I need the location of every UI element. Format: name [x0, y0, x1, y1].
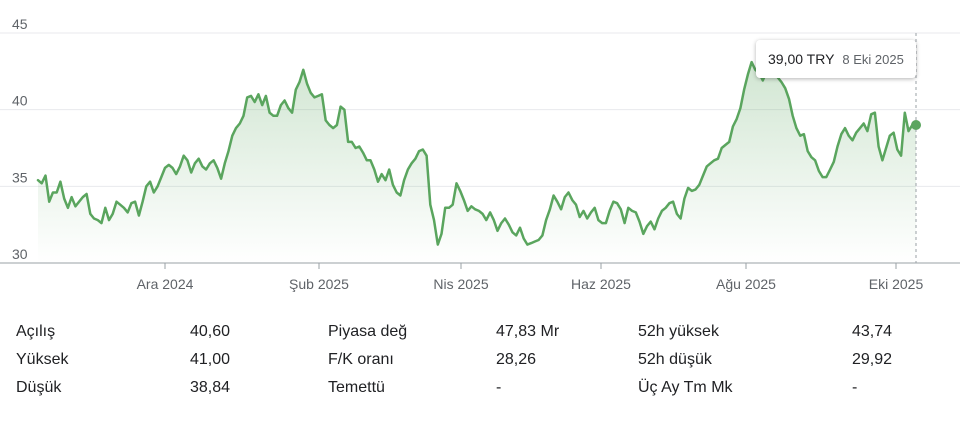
- stat-value: 41,00: [189, 351, 230, 368]
- y-tick-label: 30: [12, 246, 28, 262]
- stat-row-dividend: Temettü -: [328, 374, 564, 402]
- stat-value: -: [852, 379, 858, 396]
- y-tick-label: 40: [12, 93, 28, 109]
- stat-row-low: Düşük 38,84: [16, 374, 230, 402]
- stat-row-high: Yüksek 41,00: [16, 346, 230, 374]
- hover-point: [911, 120, 921, 130]
- x-tick-label: Haz 2025: [571, 276, 631, 292]
- x-tick-label: Nis 2025: [433, 276, 488, 292]
- stat-value: 28,26: [496, 351, 537, 368]
- stat-label: Düşük: [16, 379, 62, 396]
- stat-row-52w-low: 52h düşük 29,92: [638, 346, 896, 374]
- stat-value: 38,84: [189, 379, 230, 396]
- y-tick-label: 35: [12, 169, 28, 185]
- stat-row-market-cap: Piyasa değ 47,83 Mr: [328, 318, 564, 346]
- stat-label: 52h yüksek: [638, 323, 719, 340]
- stats-column-1: Açılış 40,60 Yüksek 41,00 Düşük 38,84: [16, 318, 230, 402]
- stat-value: 47,83 Mr: [496, 323, 560, 340]
- stat-label: Temettü: [328, 379, 385, 396]
- stat-label: 52h düşük: [638, 351, 712, 368]
- stat-row-52w-high: 52h yüksek 43,74: [638, 318, 896, 346]
- stat-value: 43,74: [852, 323, 893, 340]
- price-area: [38, 62, 916, 263]
- price-tooltip: 39,00 TRY 8 Eki 2025: [756, 40, 916, 78]
- x-axis: Ara 2024 Şub 2025 Nis 2025 Haz 2025 Ağu 2025…: [137, 263, 924, 292]
- stat-label: Yüksek: [16, 351, 69, 368]
- stat-value: 29,92: [852, 351, 893, 368]
- y-axis: 30 35 40 45: [12, 16, 28, 262]
- stat-value: 40,60: [189, 323, 230, 340]
- stat-value: -: [496, 379, 502, 396]
- stat-label: Üç Ay Tm Mk: [638, 379, 733, 396]
- x-tick-label: Şub 2025: [289, 276, 349, 292]
- x-tick-label: Eki 2025: [869, 276, 924, 292]
- stats-column-2: Piyasa değ 47,83 Mr F/K oranı 28,26 Teme…: [328, 318, 564, 402]
- x-tick-label: Ara 2024: [137, 276, 194, 292]
- price-chart[interactable]: 30 35 40 45 Ara 2024 Şub 2025 Nis 2025 Haz 202…: [0, 0, 960, 300]
- stat-row-open: Açılış 40,60: [16, 318, 230, 346]
- x-tick-label: Ağu 2025: [716, 276, 776, 292]
- y-tick-label: 45: [12, 16, 28, 32]
- stat-label: Açılış: [16, 323, 56, 340]
- tooltip-price: 39,00 TRY: [768, 51, 835, 67]
- stat-label: F/K oranı: [328, 351, 394, 368]
- stat-label: Piyasa değ: [328, 323, 408, 340]
- stat-row-3m-avg-volume: Üç Ay Tm Mk -: [638, 374, 896, 402]
- stat-row-pe-ratio: F/K oranı 28,26: [328, 346, 564, 374]
- tooltip-date: 8 Eki 2025: [842, 51, 904, 67]
- stats-column-3: 52h yüksek 43,74 52h düşük 29,92 Üç Ay T…: [638, 318, 896, 402]
